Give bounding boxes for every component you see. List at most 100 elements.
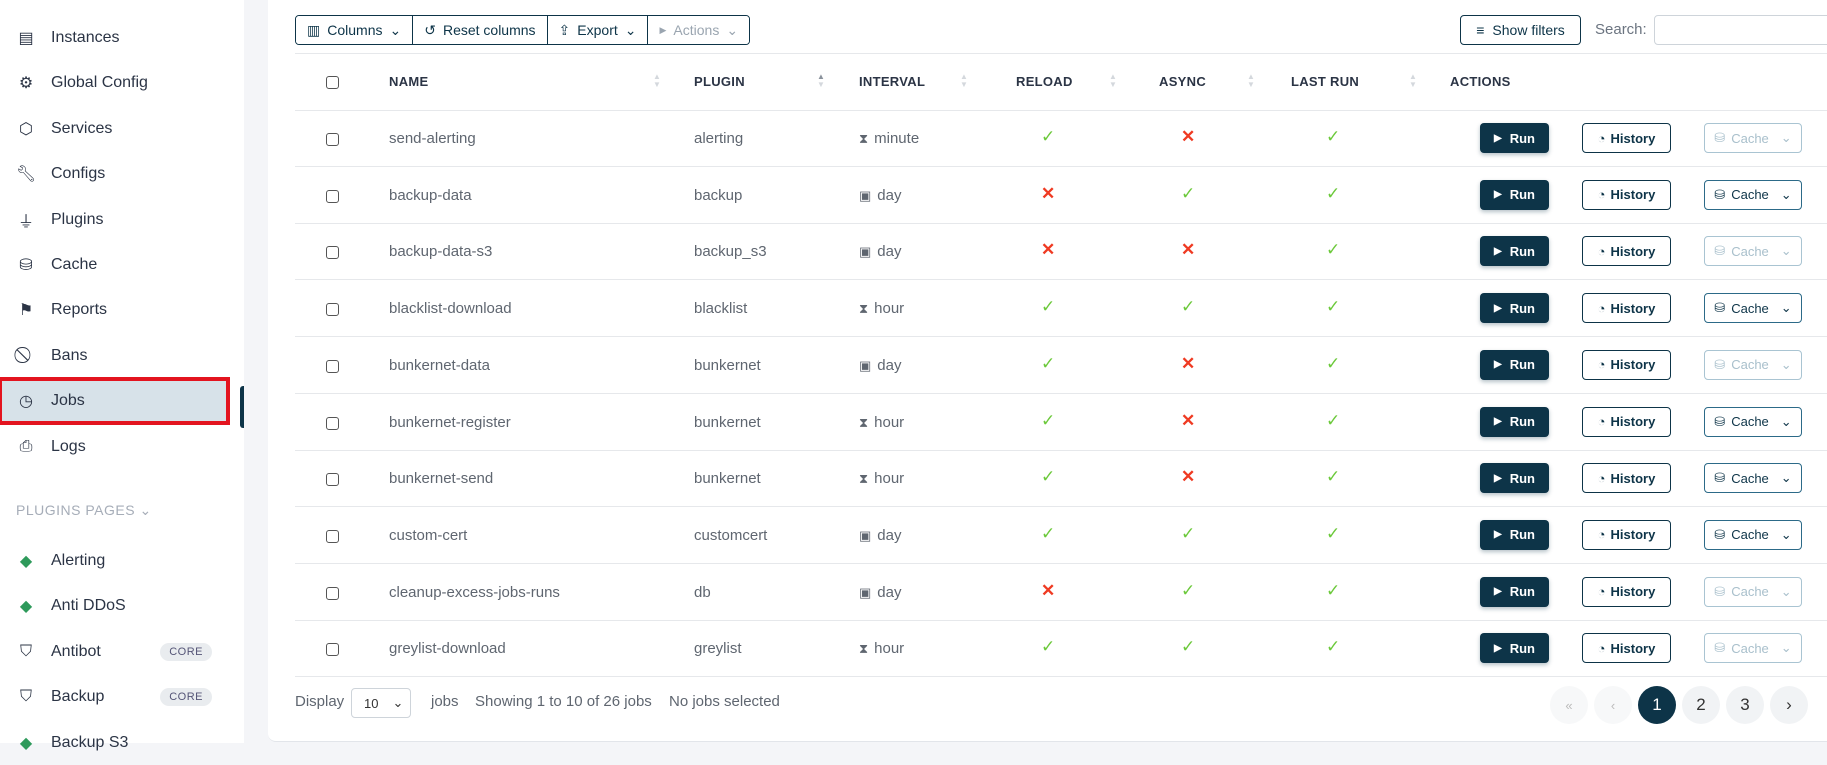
history-button[interactable]: ◔ History bbox=[1582, 576, 1671, 607]
row-checkbox[interactable] bbox=[326, 189, 339, 203]
sidebar-item-instances[interactable]: ▤ Instances bbox=[0, 16, 228, 60]
history-button[interactable]: ◔ History bbox=[1582, 293, 1671, 324]
cache-dropdown-button[interactable]: ⛁ Cache ⌄ bbox=[1704, 123, 1802, 153]
pagination-page-2[interactable]: 2 bbox=[1682, 686, 1720, 724]
section-header-plugins-pages[interactable]: PLUGINS PAGES ⌄ bbox=[16, 502, 152, 519]
sort-icon[interactable]: ▲ ▼ bbox=[1109, 72, 1117, 89]
actions-button[interactable]: ▶ Actions ⌄ bbox=[648, 16, 750, 44]
sidebar-plugin-antibot[interactable]: ⛉ Antibot CORE bbox=[0, 630, 228, 674]
calendar-icon: ▣ bbox=[859, 244, 872, 260]
sidebar-item-configs[interactable]: 🔧︎ Configs bbox=[0, 152, 228, 196]
row-checkbox[interactable] bbox=[326, 133, 339, 146]
sidebar-item-plugins[interactable]: ⏚ Plugins bbox=[0, 198, 228, 242]
calendar-icon: ▣ bbox=[859, 527, 872, 543]
sidebar-item-global-config[interactable]: ⚙ Global Config bbox=[0, 61, 228, 105]
row-checkbox[interactable] bbox=[326, 643, 339, 657]
run-button[interactable]: ▶ Run bbox=[1480, 293, 1549, 324]
cache-dropdown-button[interactable]: ⛁ Cache ⌄ bbox=[1704, 463, 1802, 494]
table-row: send-alerting alerting ⧗ minute ✓ ✕ ✓ ▶ Run ◔ Hist… bbox=[268, 110, 1827, 167]
sidebar-item-jobs[interactable]: ◷ Jobs bbox=[0, 377, 230, 426]
sidebar-plugin-alerting[interactable]: ◆ Alerting bbox=[0, 539, 228, 583]
select-all-checkbox[interactable] bbox=[326, 76, 339, 89]
check-icon: ✓ bbox=[1326, 240, 1341, 260]
columns-button[interactable]: ▥ Columns ⌄ bbox=[296, 16, 414, 44]
job-plugin: db bbox=[694, 583, 711, 601]
search-input[interactable] bbox=[1654, 15, 1827, 45]
reset-columns-button[interactable]: ↺ Reset columns bbox=[413, 16, 548, 44]
column-header-reload[interactable]: RELOAD bbox=[1016, 74, 1073, 89]
row-checkbox[interactable] bbox=[326, 359, 339, 373]
pagination-page-3[interactable]: 3 bbox=[1726, 686, 1764, 724]
run-button[interactable]: ▶ Run bbox=[1480, 519, 1549, 550]
sort-icon[interactable]: ▲ ▼ bbox=[817, 72, 825, 89]
divider bbox=[295, 279, 1827, 281]
history-button[interactable]: ◔ History bbox=[1582, 123, 1671, 153]
showing-info: Showing 1 to 10 of 26 jobs bbox=[475, 693, 652, 710]
check-icon: ✓ bbox=[1041, 467, 1056, 487]
pagination-next[interactable]: › bbox=[1770, 686, 1808, 724]
column-header-last-run[interactable]: LAST RUN bbox=[1291, 74, 1360, 89]
column-header-async[interactable]: ASYNC bbox=[1159, 74, 1207, 89]
run-button[interactable]: ▶ Run bbox=[1480, 236, 1549, 267]
history-button[interactable]: ◔ History bbox=[1582, 179, 1671, 210]
column-header-name[interactable]: NAME bbox=[389, 74, 429, 89]
row-checkbox[interactable] bbox=[326, 529, 339, 543]
actions-label: Actions bbox=[673, 22, 720, 38]
play-icon: ▶ bbox=[1494, 359, 1502, 371]
check-icon: ✓ bbox=[1326, 580, 1341, 600]
history-button[interactable]: ◔ History bbox=[1582, 463, 1671, 494]
run-button[interactable]: ▶ Run bbox=[1480, 463, 1549, 494]
chevron-down-icon: ⌄ bbox=[1780, 130, 1792, 145]
cache-dropdown-button[interactable]: ⛁ Cache ⌄ bbox=[1704, 349, 1802, 380]
database-icon: ⛁ bbox=[19, 257, 33, 274]
history-button[interactable]: ◔ History bbox=[1582, 349, 1671, 380]
run-button[interactable]: ▶ Run bbox=[1480, 406, 1549, 437]
sort-icon[interactable]: ▲ ▼ bbox=[1247, 72, 1255, 89]
history-icon: ◔ bbox=[1597, 414, 1606, 429]
pagination-page-1[interactable]: 1 bbox=[1638, 686, 1676, 724]
row-checkbox[interactable] bbox=[326, 416, 339, 430]
row-checkbox[interactable] bbox=[326, 246, 339, 260]
cache-dropdown-button[interactable]: ⛁ Cache ⌄ bbox=[1704, 406, 1802, 437]
run-button[interactable]: ▶ Run bbox=[1480, 633, 1549, 664]
sort-icon[interactable]: ▲ ▼ bbox=[653, 72, 661, 89]
row-checkbox[interactable] bbox=[326, 586, 339, 600]
run-label: Run bbox=[1509, 640, 1535, 656]
sidebar-item-reports[interactable]: ⚑ Reports bbox=[0, 288, 228, 332]
run-button[interactable]: ▶ Run bbox=[1480, 349, 1549, 380]
sidebar-plugin-backup[interactable]: ⛉ Backup CORE bbox=[0, 675, 228, 719]
column-header-interval[interactable]: INTERVAL bbox=[859, 74, 926, 89]
history-button[interactable]: ◔ History bbox=[1582, 406, 1671, 437]
run-button[interactable]: ▶ Run bbox=[1480, 576, 1549, 607]
sidebar-item-label: Plugins bbox=[51, 210, 104, 228]
check-icon: ✓ bbox=[1041, 297, 1056, 317]
sidebar-item-cache[interactable]: ⛁ Cache bbox=[0, 243, 228, 287]
pagination-first[interactable]: « bbox=[1550, 686, 1588, 724]
pagination-prev[interactable]: ‹ bbox=[1594, 686, 1632, 724]
cache-dropdown-button[interactable]: ⛁ Cache ⌄ bbox=[1704, 236, 1802, 267]
cache-dropdown-button[interactable]: ⛁ Cache ⌄ bbox=[1704, 519, 1802, 550]
history-button[interactable]: ◔ History bbox=[1582, 633, 1671, 664]
show-filters-button[interactable]: ≡ Show filters bbox=[1460, 15, 1581, 45]
page-size-select[interactable]: 10 ⌄ bbox=[351, 688, 411, 718]
history-button[interactable]: ◔ History bbox=[1582, 519, 1671, 550]
sidebar-item-logs[interactable]: ⎙ Logs bbox=[0, 425, 228, 469]
row-checkbox[interactable] bbox=[326, 303, 339, 317]
history-button[interactable]: ◔ History bbox=[1582, 236, 1671, 267]
sidebar-item-services[interactable]: ⬡ Services bbox=[0, 107, 228, 151]
cache-dropdown-button[interactable]: ⛁ Cache ⌄ bbox=[1704, 633, 1802, 664]
sidebar-plugin-anti-ddos[interactable]: ◆ Anti DDoS bbox=[0, 584, 228, 628]
column-header-plugin[interactable]: PLUGIN bbox=[694, 74, 745, 89]
sort-icon[interactable]: ▲ ▼ bbox=[960, 72, 968, 89]
run-button[interactable]: ▶ Run bbox=[1480, 123, 1549, 153]
cache-dropdown-button[interactable]: ⛁ Cache ⌄ bbox=[1704, 576, 1802, 607]
row-checkbox[interactable] bbox=[326, 473, 339, 487]
cache-dropdown-button[interactable]: ⛁ Cache ⌄ bbox=[1704, 293, 1802, 324]
cache-dropdown-button[interactable]: ⛁ Cache ⌄ bbox=[1704, 179, 1802, 210]
export-button[interactable]: ⇪ Export ⌄ bbox=[547, 16, 649, 44]
cache-label: Cache bbox=[1731, 300, 1769, 316]
table-row: bunkernet-register bunkernet ⧗ hour ✓ ✕ ✓ ▶ Run ◔… bbox=[268, 394, 1827, 451]
sidebar-item-bans[interactable]: ⃠ Bans bbox=[0, 334, 228, 378]
run-button[interactable]: ▶ Run bbox=[1480, 179, 1549, 210]
sort-icon[interactable]: ▲ ▼ bbox=[1409, 72, 1417, 89]
